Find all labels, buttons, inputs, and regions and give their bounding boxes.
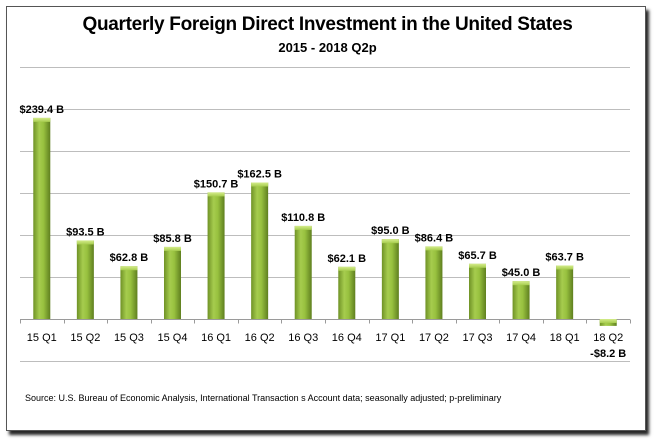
x-tick-label: 16 Q3: [288, 332, 318, 344]
x-tick-label: 16 Q1: [201, 332, 231, 344]
x-tick-label: 17 Q2: [419, 332, 449, 344]
source-note: Source: U.S. Bureau of Economic Analysis…: [25, 393, 502, 403]
bar-cap: [556, 265, 574, 270]
chart-frame: [6, 6, 646, 431]
bar: [556, 265, 574, 319]
x-tick-label: 18 Q2: [593, 332, 623, 344]
bar-cap: [425, 246, 443, 251]
bar-cap: [512, 281, 530, 286]
bar: [120, 266, 138, 319]
x-tick-label: 15 Q3: [114, 332, 144, 344]
data-label: $150.7 B: [194, 178, 239, 190]
x-tick-label: 17 Q1: [375, 332, 405, 344]
bar: [164, 246, 181, 319]
data-label: $86.4 B: [415, 232, 454, 244]
data-label: -$8.2 B: [590, 348, 626, 360]
bar: [207, 192, 225, 319]
x-tick-label: 15 Q1: [27, 332, 57, 344]
chart-subtitle: 2015 - 2018 Q2p: [278, 40, 377, 55]
data-label: $93.5 B: [66, 226, 105, 238]
bar: [33, 117, 51, 320]
data-label: $110.8 B: [281, 212, 325, 224]
x-tick-label: 16 Q4: [332, 332, 362, 344]
bar-cap: [120, 266, 138, 271]
data-label: $62.8 B: [110, 252, 149, 264]
bar-cap: [469, 263, 486, 268]
data-label: $63.7 B: [545, 251, 584, 263]
bar-cap: [33, 117, 51, 122]
bar: [76, 240, 94, 319]
data-label: $95.0 B: [371, 225, 410, 237]
data-label: $162.5 B: [237, 169, 282, 181]
data-label: $62.1 B: [328, 253, 367, 265]
bar-cap: [76, 240, 94, 245]
data-label: $65.7 B: [458, 250, 497, 262]
x-tick-label: 17 Q4: [506, 332, 536, 344]
bar: [512, 281, 530, 319]
data-label: $45.0 B: [502, 267, 541, 279]
chart-title: Quarterly Foreign Direct Investment in t…: [82, 14, 573, 35]
bar-cap: [207, 192, 225, 197]
bar-cap: [294, 225, 312, 230]
x-tick-label: 18 Q1: [550, 332, 580, 344]
x-tick-label: 15 Q4: [158, 332, 188, 344]
x-tick-label: 16 Q2: [245, 332, 275, 344]
data-label: $85.8 B: [153, 233, 192, 245]
bar: [294, 225, 312, 319]
bar: [469, 263, 486, 319]
bar: [381, 239, 399, 319]
data-label: $239.4 B: [19, 104, 64, 116]
bar-cap: [251, 182, 269, 187]
bar: [338, 266, 356, 319]
x-tick-label: 15 Q2: [70, 332, 100, 344]
bar: [425, 246, 443, 319]
bar-cap: [381, 239, 399, 244]
bar-cap: [338, 266, 356, 271]
x-tick-label: 17 Q3: [463, 332, 493, 344]
bar: [251, 182, 269, 319]
bar-cap: [599, 319, 617, 323]
bar-cap: [164, 246, 181, 251]
